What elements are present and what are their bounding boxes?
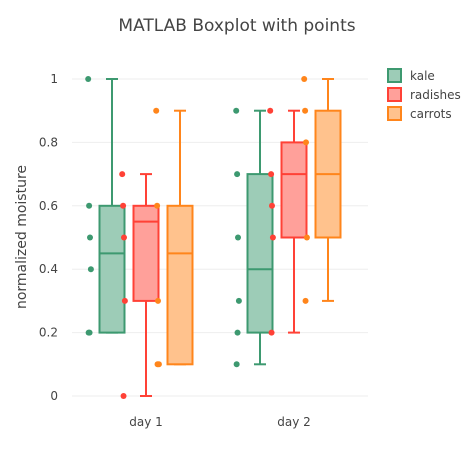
data-point[interactable] [85, 329, 92, 336]
data-point[interactable] [154, 361, 161, 368]
y-axis-label: normalized moisture [14, 165, 30, 309]
data-point[interactable] [87, 266, 94, 273]
legend-label: carrots [410, 107, 452, 121]
legend[interactable]: kale radishes carrots [387, 68, 461, 121]
data-point[interactable] [235, 234, 241, 241]
x-axis-ticks: day 1 day 2 [129, 415, 311, 429]
x-tick-label: day 2 [277, 415, 311, 429]
data-point[interactable] [235, 297, 242, 304]
legend-item-radishes[interactable]: radishes [387, 87, 461, 102]
box-body [132, 204, 160, 302]
data-point[interactable] [153, 107, 160, 114]
data-point[interactable] [302, 107, 309, 114]
data-point[interactable] [303, 234, 310, 241]
box-carrots-day-1[interactable] [153, 107, 194, 368]
y-tick-label: 1 [50, 72, 58, 86]
data-point[interactable] [155, 297, 161, 304]
data-point[interactable] [120, 202, 127, 209]
data-point[interactable] [119, 171, 126, 178]
data-point[interactable] [269, 202, 275, 209]
data-point[interactable] [302, 297, 309, 304]
legend-label: kale [410, 69, 435, 83]
data-point[interactable] [303, 139, 309, 146]
box-body [246, 173, 274, 334]
data-point[interactable] [154, 202, 161, 209]
data-point[interactable] [269, 234, 276, 241]
data-point[interactable] [121, 297, 128, 304]
data-point[interactable] [268, 329, 275, 336]
box-body [280, 141, 308, 239]
legend-swatch [387, 106, 402, 121]
data-point[interactable] [120, 393, 127, 399]
y-tick-label: 0.2 [39, 326, 58, 340]
data-point[interactable] [233, 361, 240, 368]
data-point[interactable] [234, 171, 241, 178]
data-point[interactable] [234, 329, 241, 336]
data-point[interactable] [268, 171, 275, 178]
box-radishes-day-1[interactable] [119, 171, 160, 399]
box-body [166, 204, 194, 366]
data-point[interactable] [85, 76, 92, 82]
y-tick-label: 0.6 [39, 199, 58, 213]
box-kale-day-2[interactable] [233, 107, 274, 368]
data-point[interactable] [121, 234, 127, 241]
y-axis-ticks: 0 0.2 0.4 0.6 0.8 1 [39, 72, 58, 403]
legend-swatch [387, 68, 402, 83]
chart-title: MATLAB Boxplot with points [118, 16, 355, 36]
y-tick-label: 0.4 [39, 262, 58, 276]
data-point[interactable] [87, 234, 93, 241]
box-kale-day-1[interactable] [85, 76, 126, 336]
legend-label: radishes [410, 88, 461, 102]
box-series [85, 76, 342, 399]
y-tick-label: 0.8 [39, 135, 58, 149]
y-tick-label: 0 [50, 389, 58, 403]
legend-item-kale[interactable]: kale [387, 68, 435, 83]
legend-item-carrots[interactable]: carrots [387, 106, 452, 121]
box-body [98, 204, 126, 334]
data-point[interactable] [86, 202, 93, 209]
data-point[interactable] [233, 107, 240, 114]
data-point[interactable] [301, 76, 308, 82]
box-carrots-day-2[interactable] [301, 76, 342, 304]
box-radishes-day-2[interactable] [267, 107, 308, 336]
x-tick-label: day 1 [129, 415, 163, 429]
data-point[interactable] [267, 107, 274, 114]
legend-swatch [387, 87, 402, 102]
